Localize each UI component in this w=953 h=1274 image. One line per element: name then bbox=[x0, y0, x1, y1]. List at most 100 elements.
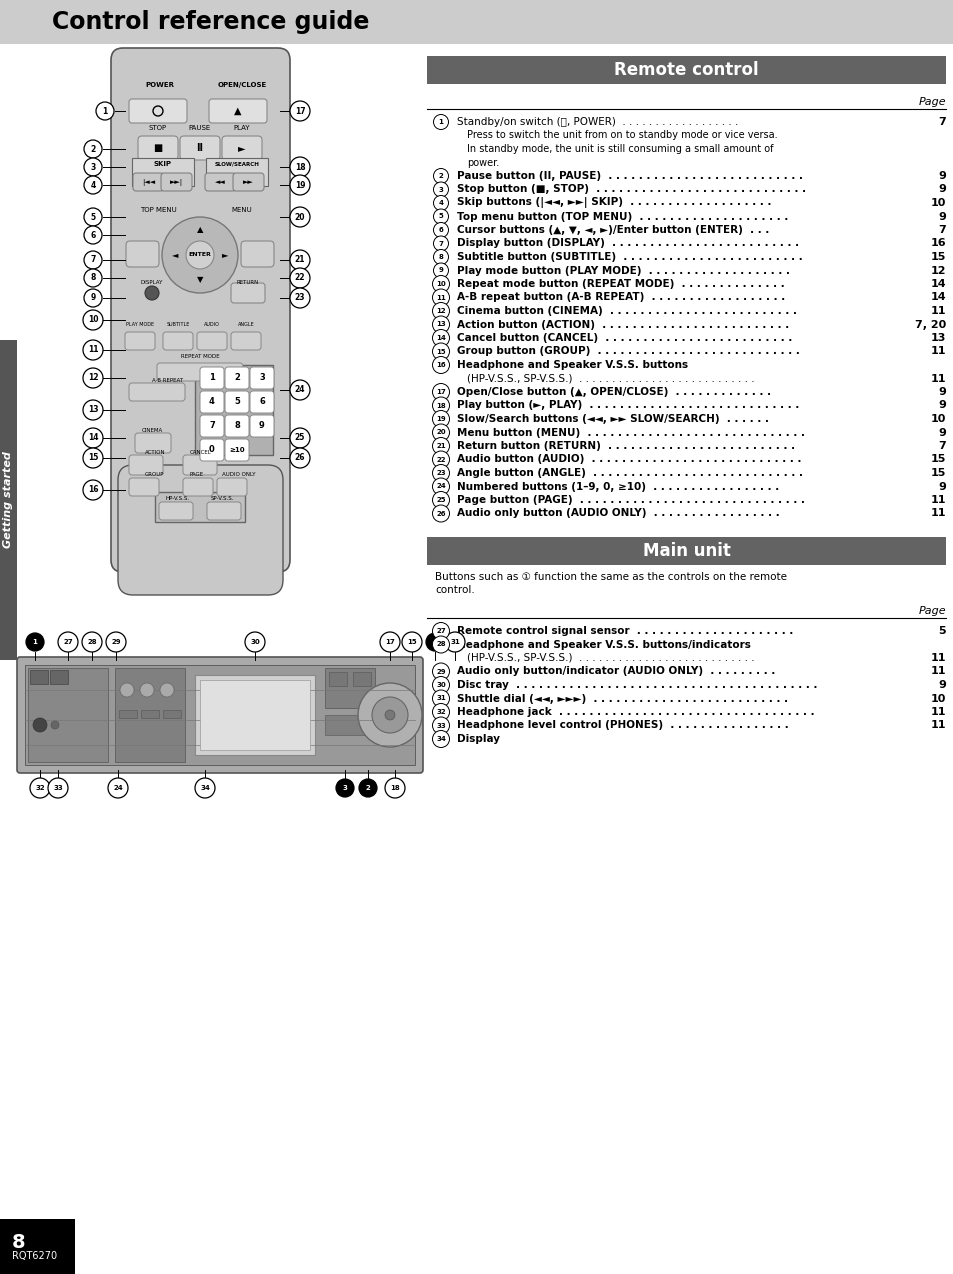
Text: 5: 5 bbox=[91, 213, 95, 222]
Text: 16: 16 bbox=[929, 238, 945, 248]
Text: 0: 0 bbox=[209, 446, 214, 455]
Text: POWER: POWER bbox=[146, 82, 174, 88]
Text: Main unit: Main unit bbox=[642, 541, 730, 561]
Text: Cinema button (CINEMA)  . . . . . . . . . . . . . . . . . . . . . . . . .: Cinema button (CINEMA) . . . . . . . . .… bbox=[456, 306, 796, 316]
Circle shape bbox=[426, 633, 443, 651]
Text: 6: 6 bbox=[438, 227, 443, 233]
Text: Control reference guide: Control reference guide bbox=[52, 10, 369, 34]
Text: ►►: ►► bbox=[242, 180, 253, 185]
Circle shape bbox=[432, 717, 449, 734]
Text: 6: 6 bbox=[259, 397, 265, 406]
Text: 11: 11 bbox=[929, 373, 945, 383]
Circle shape bbox=[48, 778, 68, 798]
Text: A-B REPEAT: A-B REPEAT bbox=[152, 377, 183, 382]
Bar bbox=[25, 665, 415, 764]
Circle shape bbox=[433, 262, 448, 278]
Text: OPEN/CLOSE: OPEN/CLOSE bbox=[217, 82, 266, 88]
Text: Subtitle button (SUBTITLE)  . . . . . . . . . . . . . . . . . . . . . . . .: Subtitle button (SUBTITLE) . . . . . . .… bbox=[456, 252, 801, 262]
Circle shape bbox=[432, 465, 449, 482]
Text: PAGE: PAGE bbox=[190, 473, 204, 478]
Text: SP-V.S.S.: SP-V.S.S. bbox=[210, 497, 233, 502]
Text: 18: 18 bbox=[294, 163, 305, 172]
Text: Audio only button/indicator (AUDIO ONLY)  . . . . . . . . .: Audio only button/indicator (AUDIO ONLY)… bbox=[456, 666, 775, 676]
FancyBboxPatch shape bbox=[17, 657, 422, 773]
Text: Page: Page bbox=[918, 606, 945, 617]
Text: 9: 9 bbox=[937, 482, 945, 492]
FancyBboxPatch shape bbox=[126, 241, 159, 268]
Circle shape bbox=[290, 428, 310, 448]
FancyBboxPatch shape bbox=[231, 283, 265, 303]
FancyBboxPatch shape bbox=[231, 333, 261, 350]
Text: 29: 29 bbox=[436, 669, 445, 674]
Text: Display: Display bbox=[456, 734, 499, 744]
Circle shape bbox=[194, 778, 214, 798]
Text: 10: 10 bbox=[929, 693, 945, 703]
Circle shape bbox=[432, 437, 449, 455]
Bar bbox=[28, 668, 108, 762]
Circle shape bbox=[432, 623, 449, 640]
FancyBboxPatch shape bbox=[207, 502, 241, 520]
Bar bbox=[0, 1219, 75, 1274]
Text: 10: 10 bbox=[929, 414, 945, 424]
Text: ANGLE: ANGLE bbox=[237, 322, 254, 327]
FancyBboxPatch shape bbox=[200, 367, 224, 389]
Text: 4: 4 bbox=[209, 397, 214, 406]
Circle shape bbox=[335, 778, 354, 798]
Circle shape bbox=[83, 448, 103, 468]
Text: 6: 6 bbox=[91, 231, 95, 240]
Text: 17: 17 bbox=[436, 389, 445, 395]
FancyBboxPatch shape bbox=[125, 333, 154, 350]
FancyBboxPatch shape bbox=[225, 391, 249, 413]
Circle shape bbox=[433, 168, 448, 183]
Text: 11: 11 bbox=[436, 294, 445, 301]
Text: Shuttle dial (◄◄, ►►►)  . . . . . . . . . . . . . . . . . . . . . . . . . .: Shuttle dial (◄◄, ►►►) . . . . . . . . .… bbox=[456, 693, 787, 703]
Text: Return button (RETURN)  . . . . . . . . . . . . . . . . . . . . . . . . .: Return button (RETURN) . . . . . . . . .… bbox=[456, 441, 794, 451]
Text: 7: 7 bbox=[937, 225, 945, 234]
Bar bbox=[427, 56, 945, 84]
Text: 9: 9 bbox=[438, 268, 443, 274]
Text: Page: Page bbox=[918, 97, 945, 107]
Text: Open/Close button (▲, OPEN/CLOSE)  . . . . . . . . . . . . .: Open/Close button (▲, OPEN/CLOSE) . . . … bbox=[456, 387, 770, 397]
Text: Numbered buttons (1–9, 0, ≥10)  . . . . . . . . . . . . . . . . .: Numbered buttons (1–9, 0, ≥10) . . . . .… bbox=[456, 482, 779, 492]
Bar bbox=[325, 668, 375, 708]
Circle shape bbox=[432, 636, 449, 654]
Circle shape bbox=[432, 410, 449, 428]
Text: 15: 15 bbox=[929, 455, 945, 465]
Text: 27: 27 bbox=[436, 628, 445, 634]
Text: 5: 5 bbox=[438, 214, 443, 219]
Text: Repeat mode button (REPEAT MODE)  . . . . . . . . . . . . . .: Repeat mode button (REPEAT MODE) . . . .… bbox=[456, 279, 784, 289]
Text: 7: 7 bbox=[209, 422, 214, 431]
FancyBboxPatch shape bbox=[205, 173, 235, 191]
Circle shape bbox=[432, 397, 449, 414]
Text: Menu button (MENU)  . . . . . . . . . . . . . . . . . . . . . . . . . . . . .: Menu button (MENU) . . . . . . . . . . .… bbox=[456, 428, 804, 437]
Bar bbox=[154, 492, 245, 522]
Text: 11: 11 bbox=[929, 347, 945, 357]
Text: ►: ► bbox=[238, 143, 246, 153]
Circle shape bbox=[432, 730, 449, 748]
Text: 2: 2 bbox=[438, 173, 443, 180]
Text: ►: ► bbox=[221, 251, 228, 260]
Text: 18: 18 bbox=[436, 403, 445, 409]
Circle shape bbox=[433, 250, 448, 265]
Text: Press to switch the unit from on to standby mode or vice versa.: Press to switch the unit from on to stan… bbox=[467, 130, 777, 140]
Text: |◄◄: |◄◄ bbox=[142, 178, 155, 186]
Text: 10: 10 bbox=[88, 316, 98, 325]
Bar bbox=[329, 671, 347, 685]
FancyBboxPatch shape bbox=[129, 99, 187, 124]
Text: 11: 11 bbox=[929, 306, 945, 316]
Text: 5: 5 bbox=[233, 397, 240, 406]
Text: 20: 20 bbox=[294, 213, 305, 222]
Circle shape bbox=[84, 269, 102, 287]
Text: 14: 14 bbox=[929, 293, 945, 302]
Circle shape bbox=[432, 330, 449, 347]
Text: 9: 9 bbox=[937, 680, 945, 691]
Text: 28: 28 bbox=[87, 640, 96, 645]
Text: 11: 11 bbox=[929, 666, 945, 676]
FancyBboxPatch shape bbox=[118, 465, 283, 595]
Text: ►►|: ►►| bbox=[171, 178, 183, 186]
Text: GROUP: GROUP bbox=[145, 473, 164, 478]
Text: 12: 12 bbox=[436, 308, 445, 313]
Text: 24: 24 bbox=[294, 386, 305, 395]
Circle shape bbox=[290, 250, 310, 270]
Text: 18: 18 bbox=[390, 785, 399, 791]
